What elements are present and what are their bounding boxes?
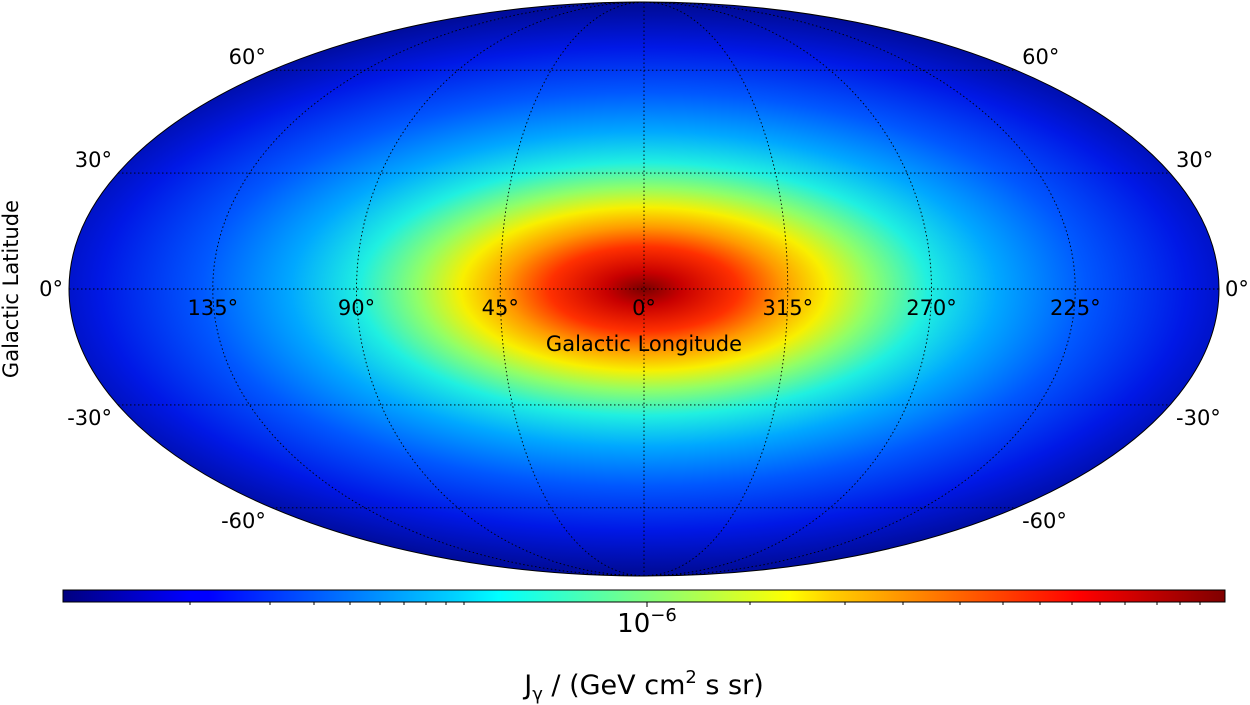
latitude-tick-label-left: -30° [67,406,112,430]
meridian-line [643,2,932,576]
longitude-tick-label: 270° [906,296,957,320]
colorbar-label: Jγ / (GeV cm2 s sr) [522,667,764,705]
latitude-tick-label-right: 30° [1176,148,1213,172]
latitude-tick-label-left: -60° [221,509,266,533]
latitude-tick-label-right: -30° [1176,406,1221,430]
longitude-tick-label: 135° [188,296,239,320]
y-axis-label: Galactic Latitude [0,200,23,378]
latitude-tick-label-left: 0° [39,277,63,301]
colorbar-tick-label: 10−6 [617,605,677,639]
skymap-heatmap [69,2,1219,576]
longitude-tick-label: 0° [632,296,656,320]
latitude-tick-label-right: -60° [1022,509,1067,533]
latitude-tick-label-left: 30° [75,148,112,172]
graticule [69,2,1219,576]
latitude-tick-labels: 60° 60° 30° 30° 0° 0° -30° -30° -60° -60° [39,45,1249,533]
colorbar [62,589,1226,603]
colorbar-minor-ticks [189,602,1201,605]
longitude-tick-label: 45° [482,296,519,320]
longitude-tick-label: 90° [338,296,375,320]
latitude-tick-label-left: 60° [229,45,266,69]
x-axis-label: Galactic Longitude [546,332,742,356]
meridian-line [356,2,645,576]
meridian-line [643,2,1076,576]
latitude-tick-label-right: 60° [1022,45,1059,69]
longitude-tick-labels: 135° 90° 45° 0° 315° 270° 225° [188,296,1101,320]
longitude-tick-label: 225° [1050,296,1101,320]
latitude-tick-label-right: 0° [1225,277,1249,301]
longitude-tick-label: 315° [763,296,814,320]
skymap-boundary [68,1,1220,577]
meridian-line [499,2,645,576]
